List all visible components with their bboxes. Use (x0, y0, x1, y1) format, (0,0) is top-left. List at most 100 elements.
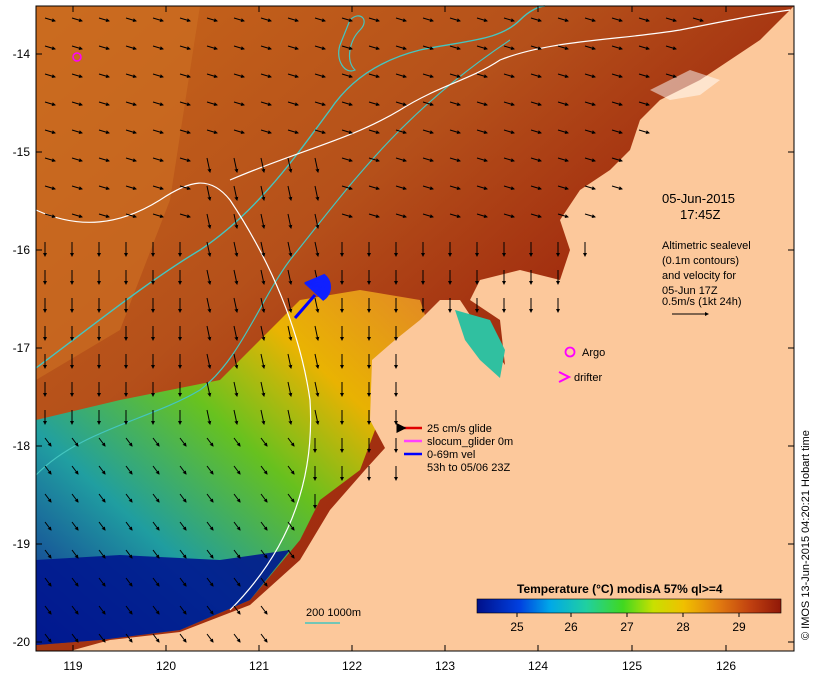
velocity-arrow (287, 213, 293, 229)
velocity-arrow (341, 185, 353, 191)
velocity-arrow (71, 45, 83, 51)
velocity-arrow (665, 73, 677, 79)
velocity-arrow (152, 633, 160, 643)
velocity-arrow (422, 17, 434, 23)
velocity-arrow (422, 129, 434, 135)
velocity-arrow (314, 381, 320, 397)
velocity-arrow (422, 185, 434, 191)
velocity-arrow (584, 45, 596, 51)
velocity-arrow (287, 297, 293, 313)
colorbar-tick-label: 26 (564, 620, 578, 634)
velocity-arrow (206, 353, 212, 369)
velocity-arrow (287, 269, 293, 285)
velocity-arrow (665, 17, 677, 23)
velocity-arrow (98, 549, 106, 559)
glider-legend-line: 53h to 05/06 23Z (427, 462, 510, 474)
velocity-arrow (260, 521, 268, 531)
velocity-arrow (314, 353, 320, 369)
altimetry-note: Altimetric sealevel (0.1m contours) and … (662, 240, 751, 316)
velocity-arrow (71, 17, 83, 23)
velocity-arrow (368, 157, 380, 163)
velocity-arrow (98, 157, 110, 163)
velocity-arrow (233, 213, 239, 229)
velocity-arrow (71, 101, 83, 107)
velocity-arrow (584, 73, 596, 79)
velocity-arrow (584, 101, 596, 107)
velocity-arrow (314, 17, 326, 23)
altimetry-line: and velocity for (662, 270, 736, 282)
velocity-arrow (179, 521, 187, 531)
colorbar-tick-label: 25 (510, 620, 524, 634)
velocity-arrow (71, 129, 83, 135)
coastal-islands (650, 70, 720, 100)
velocity-arrow (287, 437, 295, 447)
velocity-arrow (665, 45, 677, 51)
velocity-arrow (206, 325, 212, 341)
velocity-arrow (287, 185, 293, 201)
velocity-arrow (530, 101, 542, 107)
velocity-arrow (287, 521, 295, 531)
velocity-arrow (503, 185, 515, 191)
velocity-arrow (476, 101, 488, 107)
velocity-arrow (206, 493, 214, 503)
velocity-arrow (503, 157, 515, 163)
velocity-arrow (125, 213, 137, 219)
velocity-arrow (125, 605, 133, 615)
velocity-arrow (44, 101, 56, 107)
velocity-arrow (125, 101, 137, 107)
velocity-arrow (152, 129, 164, 135)
velocity-arrow (44, 157, 56, 163)
velocity-arrow (206, 157, 212, 173)
velocity-arrow (125, 633, 133, 643)
velocity-arrow (341, 45, 353, 51)
velocity-arrow (287, 17, 299, 23)
velocity-arrow (395, 157, 407, 163)
velocity-arrow (233, 297, 239, 313)
velocity-arrow (206, 269, 212, 285)
velocity-arrow (125, 185, 137, 191)
velocity-arrow (206, 605, 214, 615)
velocity-arrow (476, 213, 488, 219)
velocity-arrow (44, 577, 52, 587)
velocity-arrow (449, 45, 461, 51)
velocity-arrow (152, 17, 164, 23)
velocity-arrow (449, 185, 461, 191)
velocity-arrow (152, 101, 164, 107)
glider-velocity-fan (304, 273, 332, 301)
velocity-arrow (314, 213, 320, 229)
velocity-arrow (44, 213, 56, 219)
velocity-arrow (206, 437, 214, 447)
velocity-arrow (179, 437, 187, 447)
glider-legend-line: 25 cm/s glide (427, 423, 492, 435)
velocity-arrow (125, 129, 137, 135)
velocity-arrow (233, 17, 245, 23)
velocity-arrow (179, 129, 191, 135)
argo-circle-icon (72, 52, 82, 62)
velocity-arrow (422, 157, 434, 163)
velocity-arrow (71, 185, 83, 191)
velocity-arrow (368, 73, 380, 79)
velocity-arrow (557, 101, 569, 107)
velocity-arrow (179, 549, 187, 559)
velocity-arrow (341, 73, 353, 79)
y-tick-label: -18 (13, 439, 31, 453)
sealevel-contour-a (35, 182, 312, 611)
velocity-arrow (638, 101, 650, 107)
velocity-arrow (314, 73, 326, 79)
x-tick-label: 122 (342, 659, 362, 673)
x-tick-label: 120 (156, 659, 176, 673)
velocity-arrow (152, 605, 160, 615)
velocity-arrow (260, 325, 266, 341)
velocity-arrow (71, 73, 83, 79)
velocity-arrow (206, 213, 212, 229)
velocity-arrow (260, 185, 266, 201)
velocity-arrow (287, 45, 299, 51)
velocity-arrow (611, 73, 623, 79)
velocity-arrow (125, 73, 137, 79)
velocity-arrow (44, 633, 52, 643)
velocity-arrow (638, 17, 650, 23)
velocity-arrow (206, 17, 218, 23)
glider-legend: 25 cm/s glide slocum_glider 0m 0-69m vel… (396, 423, 513, 474)
velocity-arrow (287, 353, 293, 369)
velocity-arrow (206, 45, 218, 51)
